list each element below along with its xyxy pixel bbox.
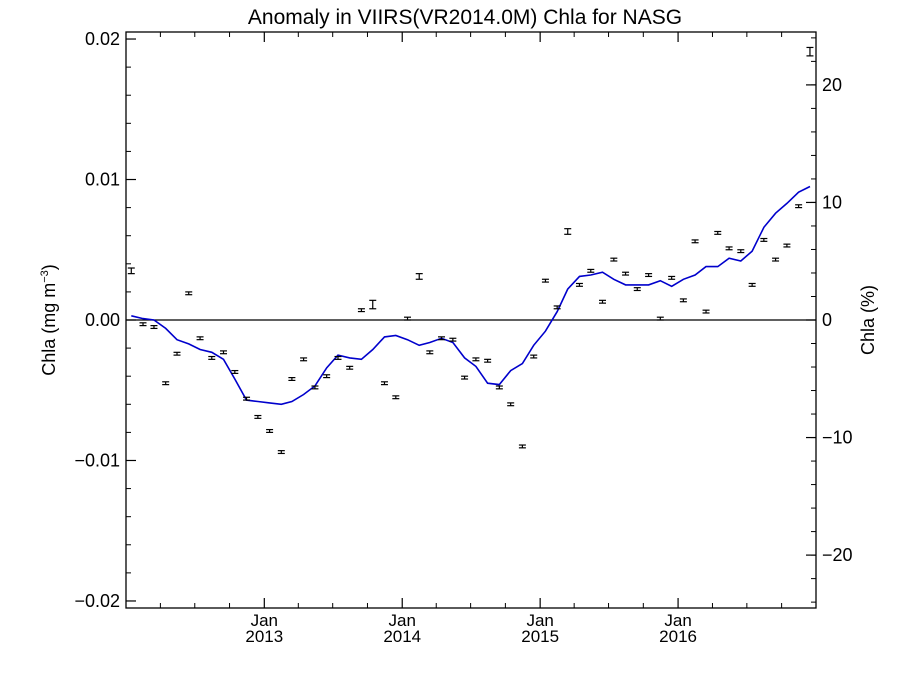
y-tick-label-left: −0.02 <box>74 591 120 611</box>
data-point <box>691 239 699 244</box>
data-point <box>530 354 538 359</box>
data-point <box>173 351 181 356</box>
data-point <box>668 275 676 280</box>
data-point <box>760 237 768 242</box>
y-tick-label-left: 0.00 <box>85 310 120 330</box>
y-axis-left-label-close: ) <box>39 264 59 270</box>
data-point <box>415 273 423 280</box>
y-tick-label-left: 0.02 <box>85 29 120 49</box>
data-point <box>806 46 814 57</box>
data-point <box>162 381 170 386</box>
data-point <box>553 305 561 310</box>
data-point <box>426 350 434 355</box>
data-point <box>484 358 492 363</box>
data-point <box>599 299 607 304</box>
y-axis-left-label: Chla (mg m−3) <box>39 264 59 376</box>
x-tick-label-month: Jan <box>389 611 416 630</box>
data-point <box>380 381 388 386</box>
data-point <box>185 291 193 296</box>
data-point <box>622 271 630 276</box>
data-point <box>196 336 204 341</box>
x-tick-label-year: 2013 <box>245 627 283 646</box>
data-point <box>541 278 549 283</box>
data-point <box>254 414 262 419</box>
data-point <box>472 357 480 362</box>
data-point <box>311 385 319 390</box>
data-point <box>772 257 780 262</box>
y-tick-label-right: −10 <box>822 428 853 448</box>
data-point <box>645 273 653 278</box>
x-tick-label-year: 2015 <box>521 627 559 646</box>
data-point <box>404 316 412 321</box>
x-tick-label-month: Jan <box>526 611 553 630</box>
data-point <box>438 336 446 341</box>
data-point <box>748 282 756 287</box>
y-tick-label-right: 10 <box>822 192 842 212</box>
data-point <box>288 377 296 382</box>
data-point <box>714 230 722 235</box>
y-tick-label-right: −20 <box>822 545 853 565</box>
data-point <box>610 257 618 262</box>
data-point <box>461 375 469 380</box>
data-point <box>633 287 641 292</box>
data-point <box>300 357 308 362</box>
data-point <box>334 355 342 360</box>
data-point <box>575 282 583 287</box>
data-point <box>737 249 745 254</box>
data-point <box>139 322 147 327</box>
data-point <box>449 337 457 342</box>
data-point <box>231 369 239 374</box>
data-point <box>495 385 503 390</box>
data-point <box>346 365 354 370</box>
data-point <box>392 395 400 400</box>
y-axis-left-label-text: Chla (mg m <box>39 283 59 376</box>
data-point <box>725 246 733 251</box>
x-tick-label-year: 2014 <box>383 627 421 646</box>
data-point <box>150 325 158 330</box>
data-point <box>266 428 274 433</box>
data-point <box>208 355 216 360</box>
y-tick-label-right: 0 <box>822 310 832 330</box>
data-point <box>323 374 331 379</box>
data-point <box>702 309 710 314</box>
data-point <box>277 450 285 455</box>
y-tick-label-left: −0.01 <box>74 450 120 470</box>
chart-title: Anomaly in VIIRS(VR2014.0M) Chla for NAS… <box>248 6 682 29</box>
data-point <box>795 204 803 209</box>
data-point <box>783 243 791 248</box>
y-tick-label-right: 20 <box>822 75 842 95</box>
data-point <box>219 350 227 355</box>
y-axis-right-label: Chla (%) <box>858 285 878 355</box>
y-tick-label-left: 0.01 <box>85 170 120 190</box>
data-point <box>357 308 365 313</box>
data-point <box>679 298 687 303</box>
data-point <box>587 268 595 273</box>
running-mean-line <box>131 185 811 406</box>
x-tick-label-month: Jan <box>251 611 278 630</box>
data-point <box>127 267 135 275</box>
data-point <box>507 402 515 407</box>
data-point <box>518 444 526 449</box>
data-point <box>243 396 251 401</box>
x-tick-label-year: 2016 <box>659 627 697 646</box>
y-axis-left-label-superscript: −3 <box>39 270 51 283</box>
axes: 0.020.010.00−0.01−0.0220100−10−20Jan2013… <box>74 29 852 646</box>
plot-content <box>126 46 816 455</box>
x-tick-label-month: Jan <box>664 611 691 630</box>
data-point <box>564 228 572 235</box>
data-point <box>369 299 377 310</box>
data-point <box>656 316 664 321</box>
